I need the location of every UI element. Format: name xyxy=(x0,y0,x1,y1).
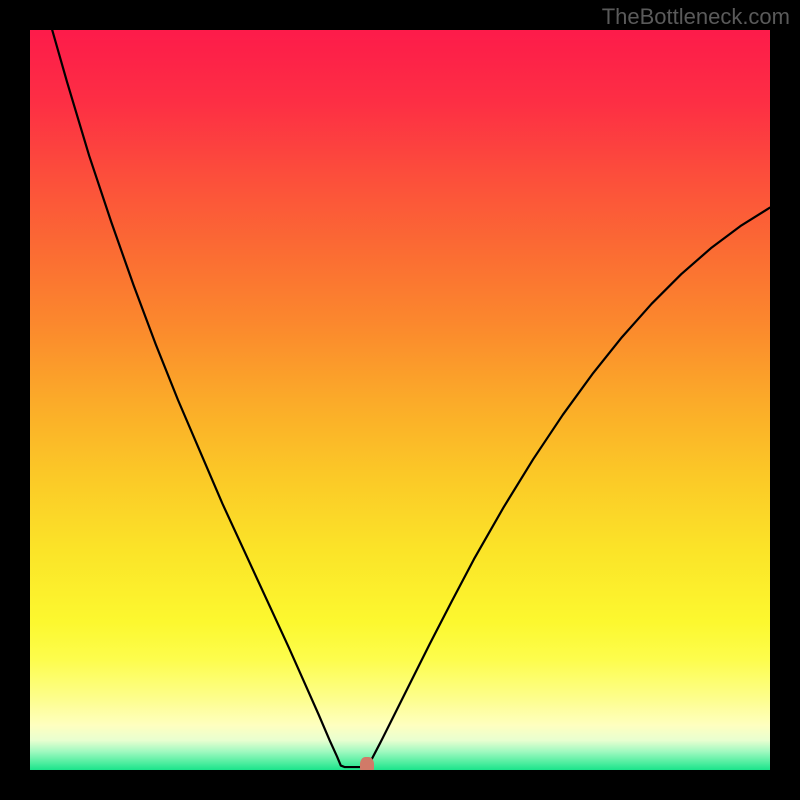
optimal-point-marker xyxy=(360,757,374,770)
bottleneck-curve xyxy=(30,30,770,770)
watermark-text: TheBottleneck.com xyxy=(602,4,790,30)
plot-area xyxy=(30,30,770,770)
